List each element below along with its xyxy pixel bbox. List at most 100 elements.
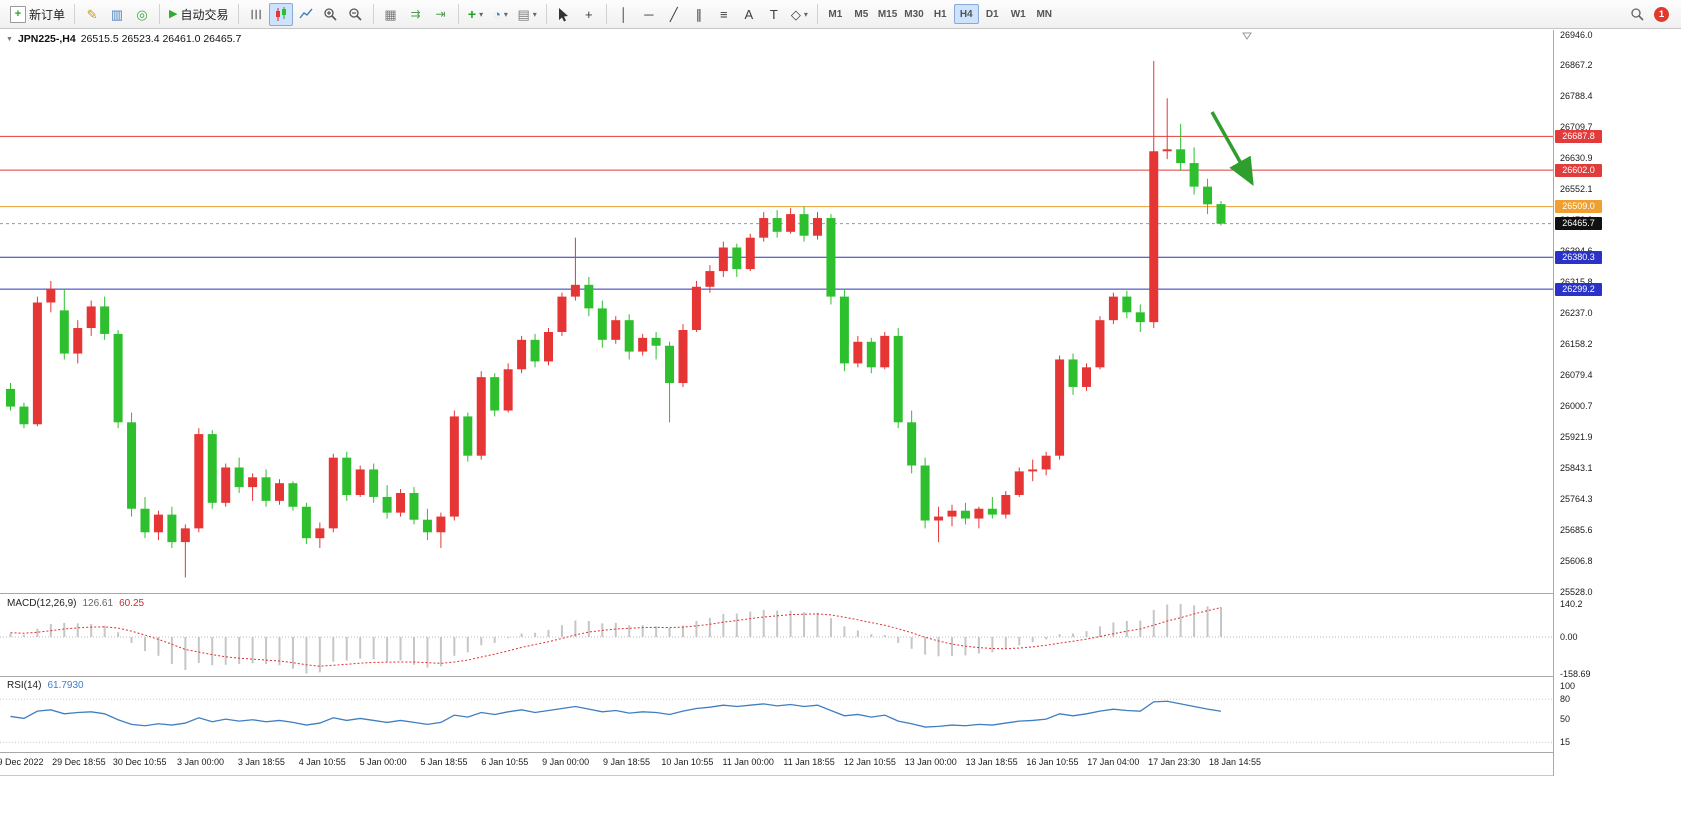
panel-divider-rsi-time[interactable] <box>0 752 1681 753</box>
time-axis-label: 5 Jan 00:00 <box>359 757 407 767</box>
arrows-button[interactable]: ◇ ▾ <box>787 3 812 26</box>
time-axis[interactable]: 29 Dec 2022 29 Dec 18:55 30 Dec 10:55 3 Jan… <box>0 753 1553 775</box>
candle <box>732 247 742 270</box>
rsi-name: RSI(14) <box>7 680 42 691</box>
candle <box>194 434 204 529</box>
candle <box>1176 149 1186 164</box>
timeframe-button-m1[interactable]: M1 <box>823 4 848 24</box>
text-button[interactable]: A <box>737 3 761 26</box>
macd-panel-label: MACD(12,26,9) 126.61 60.25 <box>7 598 144 609</box>
text-label-button[interactable]: T <box>762 3 786 26</box>
panel-divider-macd-rsi[interactable] <box>0 676 1681 677</box>
notification-badge[interactable]: 1 <box>1654 6 1669 22</box>
channel-button[interactable]: ∥ <box>687 3 711 26</box>
macd-signal-value: 60.25 <box>119 598 145 609</box>
line-chart-button[interactable] <box>294 3 318 26</box>
candle <box>839 296 849 364</box>
timeframe-button-h4[interactable]: H4 <box>953 4 979 24</box>
candle <box>597 308 607 340</box>
tile-windows-button[interactable]: ▦ <box>379 3 403 26</box>
market-watch-button[interactable]: ◎ <box>130 3 154 26</box>
bar-chart-button[interactable]: ☰ <box>244 3 268 26</box>
chart-shift-marker <box>1242 32 1252 40</box>
candle <box>248 477 258 488</box>
auto-scroll-icon: ⇉ <box>410 7 421 21</box>
zoom-out-button[interactable] <box>344 3 368 26</box>
zoom-in-button[interactable] <box>319 3 343 26</box>
crosshair-button[interactable]: + <box>577 3 601 26</box>
price-line-badge[interactable]: 26602.0 <box>1555 163 1602 177</box>
macd-axis-label: 0.00 <box>1560 631 1578 642</box>
time-axis-label: 16 Jan 10:55 <box>1026 757 1079 767</box>
timeframe-button-m15[interactable]: M15 <box>875 4 900 24</box>
time-axis-label: 9 Jan 00:00 <box>542 757 590 767</box>
timeframe-button-d1[interactable]: D1 <box>980 4 1005 24</box>
horizontal-line-button[interactable]: ─ <box>637 3 661 26</box>
macd-name: MACD(12,26,9) <box>7 598 77 609</box>
price-line-badge[interactable]: 26509.0 <box>1555 200 1602 214</box>
rsi-axis-label: 80 <box>1560 693 1571 704</box>
candle <box>665 345 675 384</box>
candle <box>624 320 634 352</box>
panel-divider-main-macd[interactable] <box>0 593 1681 594</box>
templates-button[interactable]: ▤ ▾ <box>514 3 541 26</box>
price-line-badge[interactable]: 26380.3 <box>1555 250 1602 264</box>
timeframe-button-h1[interactable]: H1 <box>928 4 953 24</box>
candle <box>288 483 298 507</box>
candle <box>463 416 473 456</box>
price-axis-label: 25764.3 <box>1560 493 1593 504</box>
price-axis-label: 26000.7 <box>1560 400 1593 411</box>
candle <box>611 320 621 340</box>
fibonacci-button[interactable]: ≡ <box>712 3 736 26</box>
time-axis-label: 3 Jan 00:00 <box>177 757 225 767</box>
timeframe-button-m5[interactable]: M5 <box>849 4 874 24</box>
time-axis-label: 29 Dec 2022 <box>0 757 44 767</box>
chart-collapse-icon[interactable]: ▼ <box>6 35 13 43</box>
charts-icon: ▥ <box>110 6 124 22</box>
vertical-line-icon: │ <box>619 6 628 22</box>
new-order-icon: + <box>10 5 26 23</box>
candle <box>826 218 836 297</box>
time-axis-label: 10 Jan 10:55 <box>661 757 714 767</box>
price-axis-label: 26158.2 <box>1560 338 1593 349</box>
candle <box>19 406 29 425</box>
chart-shift-button[interactable]: ⇥ <box>429 3 453 26</box>
candle <box>947 510 957 517</box>
periods-button[interactable]: ◔ ▾ <box>489 3 513 26</box>
autotrading-button[interactable]: ▶ 自动交易 <box>165 3 232 26</box>
timeframe-button-m30[interactable]: M30 <box>901 4 926 24</box>
vertical-line-button[interactable]: │ <box>612 3 636 26</box>
price-line-badge[interactable]: 26687.8 <box>1555 129 1602 143</box>
cursor-button[interactable] <box>552 3 576 26</box>
candle <box>799 214 809 236</box>
search-button[interactable] <box>1625 3 1649 26</box>
candle <box>893 335 903 423</box>
price-axis-label: 26630.9 <box>1560 153 1593 164</box>
candle <box>422 519 432 533</box>
timeframe-group: M1 M5 M15 M30 H1 H4 D1 W1 MN <box>823 4 1057 24</box>
time-axis-label: 12 Jan 10:55 <box>843 757 896 767</box>
indicators-button[interactable]: + ▾ <box>464 3 488 26</box>
auto-scroll-button[interactable]: ⇉ <box>404 3 428 26</box>
current-price-badge[interactable]: 26465.7 <box>1555 217 1602 231</box>
time-axis-label: 13 Jan 18:55 <box>965 757 1018 767</box>
time-axis-label: 17 Jan 04:00 <box>1087 757 1140 767</box>
price-axis-label: 25843.1 <box>1560 462 1593 473</box>
toolbar-separator <box>545 4 547 24</box>
candle <box>127 422 137 509</box>
candlestick-chart-button[interactable] <box>268 2 293 26</box>
price-line-badge[interactable]: 26299.2 <box>1555 282 1602 296</box>
candle <box>86 306 96 329</box>
timeframe-button-w1[interactable]: W1 <box>1006 4 1031 24</box>
text-icon: A <box>744 6 754 22</box>
new-order-button[interactable]: + 新订单 <box>6 3 69 26</box>
trendline-button[interactable]: ╱ <box>662 3 686 26</box>
candle <box>59 310 69 354</box>
timeframe-button-mn[interactable]: MN <box>1032 4 1057 24</box>
charts-button[interactable]: ▥ <box>105 3 129 26</box>
metaeditor-button[interactable]: ✎ <box>80 3 104 26</box>
candle <box>1162 149 1172 152</box>
candle <box>1028 469 1038 472</box>
price-axis[interactable]: 26946.0 26867.2 26788.4 26709.7 26630.9 26552… <box>1553 30 1681 776</box>
